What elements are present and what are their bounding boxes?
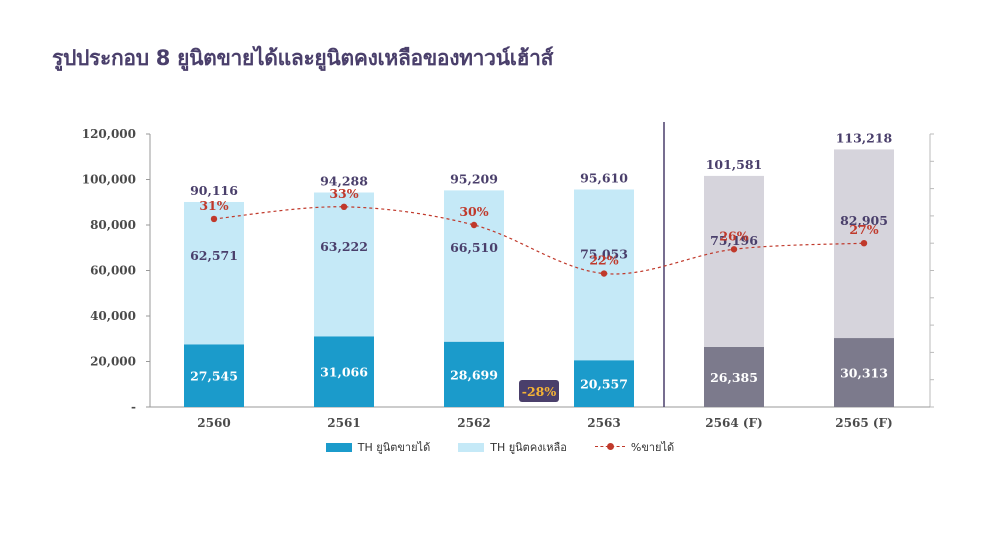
x-tick-label: 2564 (F) <box>705 416 762 430</box>
percent-label: 26% <box>719 228 748 243</box>
data-label-total: 94,288 <box>320 173 368 188</box>
data-label-total: 101,581 <box>706 157 763 172</box>
legend-item-percent: %ขายได้ <box>594 438 675 456</box>
y-tick-label: 40,000 <box>90 309 136 323</box>
data-label-sold: 30,313 <box>840 366 888 381</box>
bar-sold <box>834 338 894 407</box>
percent-line-path <box>213 206 865 275</box>
percent-label: 27% <box>849 222 878 237</box>
percent-point <box>210 215 218 223</box>
percent-point <box>600 270 608 277</box>
sales-percent-line <box>210 203 868 277</box>
legend-swatch-percent <box>594 442 625 452</box>
bar-sold <box>314 336 374 407</box>
data-label-remaining: 82,905 <box>840 213 888 228</box>
data-label-total: 90,116 <box>190 183 238 198</box>
data-label-total: 113,218 <box>836 130 893 145</box>
chart-axes: - 20,000 40,000 60,000 80,000 100,000 120,000 2… <box>82 122 934 430</box>
legend-swatch-remaining <box>458 442 485 452</box>
y-tick-label: 100,000 <box>82 173 136 187</box>
data-label-remaining: 66,510 <box>450 240 498 255</box>
data-label-total: 95,209 <box>450 171 498 186</box>
percent-label: 31% <box>199 198 228 213</box>
percent-point <box>340 203 348 210</box>
x-tick-label: 2565 (F) <box>835 416 892 430</box>
legend-label-remaining: TH ยูนิตคงเหลือ <box>490 441 567 454</box>
x-tick-label: 2563 <box>587 416 620 430</box>
data-label-sold: 31,066 <box>320 365 368 380</box>
data-label-total: 95,610 <box>580 170 628 185</box>
percent-point <box>730 246 738 253</box>
percent-point <box>470 221 478 229</box>
x-tick-label: 2561 <box>327 416 360 430</box>
page-title: รูปประกอบ 8 ยูนิตขายได้และยูนิตคงเหลือขอ… <box>52 46 554 70</box>
annotation-text: -28% <box>522 384 557 399</box>
y-tick-label: 120,000 <box>82 127 136 141</box>
bar-remaining <box>314 192 374 337</box>
data-label-remaining: 75,053 <box>580 246 628 261</box>
legend-label-percent: %ขายได้ <box>630 441 675 454</box>
legend-item-remaining: TH ยูนิตคงเหลือ <box>458 438 567 456</box>
y-tick-label: 80,000 <box>90 218 136 232</box>
bar-remaining <box>704 175 764 347</box>
bar-sold <box>704 346 764 407</box>
chart-bars <box>184 149 894 407</box>
chart-legend: TH ยูนิตขายได้ TH ยูนิตคงเหลือ %ขายได้ <box>0 438 1000 456</box>
data-label-sold: 27,545 <box>190 369 238 384</box>
bar-sold <box>444 341 504 407</box>
data-label-sold: 28,699 <box>450 367 498 382</box>
bar-remaining <box>184 201 244 345</box>
bar-sold <box>184 344 244 407</box>
data-label-remaining: 75,196 <box>710 233 758 248</box>
percent-label: 30% <box>459 204 488 219</box>
data-label-sold: 20,557 <box>580 377 628 392</box>
y-tick-label: - <box>131 400 136 414</box>
bar-sold <box>574 360 634 407</box>
legend-item-sold: TH ยูนิตขายได้ <box>325 438 431 456</box>
chart-labels: 27,545 62,571 90,116 31,066 63,222 94,288 28,6… <box>190 130 893 402</box>
legend-label-sold: TH ยูนิตขายได้ <box>357 441 431 454</box>
percent-label: 22% <box>589 253 618 268</box>
data-label-remaining: 63,222 <box>320 239 368 254</box>
bar-remaining <box>444 190 504 342</box>
data-label-sold: 26,385 <box>710 370 758 385</box>
y-tick-label: 60,000 <box>90 264 136 278</box>
x-tick-label: 2560 <box>197 416 230 430</box>
x-tick-label: 2562 <box>457 416 490 430</box>
y-tick-label: 20,000 <box>90 355 136 369</box>
annotation-badge <box>519 380 559 402</box>
legend-swatch-sold <box>325 442 352 452</box>
data-label-remaining: 62,571 <box>190 248 238 263</box>
percent-label: 33% <box>329 186 358 201</box>
percent-point <box>860 240 868 247</box>
